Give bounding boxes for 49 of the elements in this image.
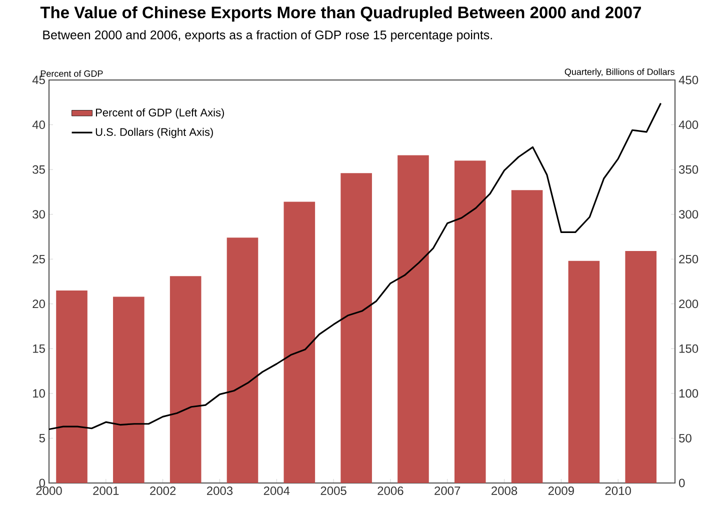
x-tick-label: 2001 (93, 486, 119, 496)
x-tick-label: 2010 (605, 486, 631, 496)
bar (226, 238, 258, 483)
x-tick-label: 2008 (492, 486, 518, 496)
y-tick-label: 5 (39, 434, 45, 442)
legend-label: Percent of GDP (Left Axis) (96, 108, 224, 119)
y2-tick-label: 450 (678, 76, 698, 84)
y2-tick-label: 0 (679, 478, 685, 488)
bar (284, 202, 316, 483)
y2-tick-label: 150 (679, 344, 698, 353)
y2-tick-label: 200 (679, 300, 698, 308)
y2-tick-label: 400 (678, 120, 698, 130)
x-tick-label: 2007 (434, 486, 460, 496)
bar (625, 251, 657, 483)
bar (568, 260, 600, 483)
bar (511, 190, 543, 483)
y-tick-label: 30 (32, 210, 46, 219)
legend-label: U.S. Dollars (Right Axis) (96, 128, 213, 138)
y2-tick-label: 350 (678, 165, 698, 174)
chart-subtitle: Between 2000 and 2006, exports as a fraction of GDP rose 15 percentage points. (43, 30, 492, 42)
y2-tick-label: 300 (678, 210, 698, 219)
chart-title: The Value of Chinese Exports More than Quadrupled Between 2000 and 2007 (40, 6, 641, 22)
y2-tick-label: 250 (679, 254, 698, 264)
line-series (49, 102, 662, 430)
x-tick-label: 2009 (548, 486, 574, 496)
y-tick-label: 10 (33, 389, 46, 398)
y-axis-title: Percent of GDP (40, 70, 103, 77)
bar (170, 276, 202, 483)
y-tick-label: 15 (33, 344, 45, 353)
y2-tick-label: 50 (679, 434, 692, 442)
y2-axis-title: Quarterly, Billions of Dollars (564, 68, 674, 77)
x-tick-label: 2000 (36, 486, 62, 496)
bar (398, 155, 429, 483)
bar (56, 290, 88, 483)
y-tick-label: 25 (32, 254, 45, 264)
y-tick-label: 0 (39, 478, 46, 488)
x-tick-label: 2002 (150, 486, 176, 496)
bar (113, 296, 144, 483)
bar (454, 160, 486, 483)
x-tick-label: 2005 (320, 486, 346, 496)
x-tick-label: 2003 (206, 486, 233, 496)
bar (340, 173, 372, 483)
y-tick-label: 40 (32, 120, 46, 130)
y-tick-label: 20 (32, 300, 46, 308)
x-tick-label: 2006 (378, 486, 404, 496)
y2-tick-label: 100 (679, 389, 698, 398)
y-tick-label: 45 (32, 76, 45, 84)
y-tick-label: 35 (32, 165, 45, 174)
x-tick-label: 2004 (264, 486, 290, 496)
